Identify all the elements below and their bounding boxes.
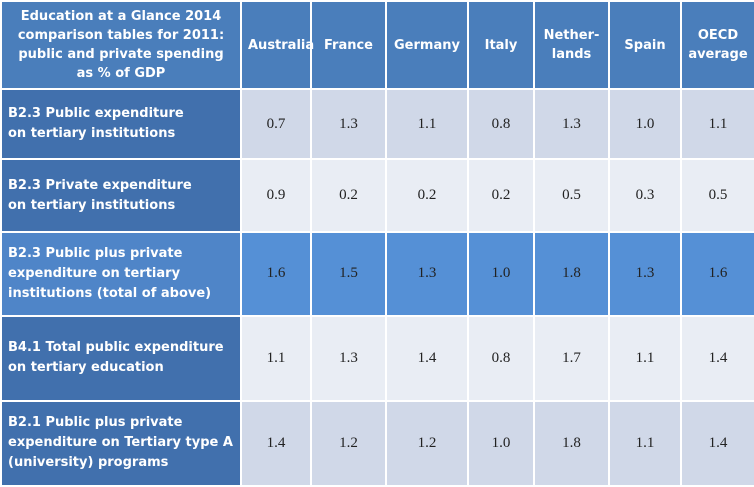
cell-value: 0.8 (467, 87, 535, 161)
table-body: B2.3 Public expenditure on tertiary inst… (0, 87, 754, 487)
cell-value: 1.1 (680, 87, 754, 161)
cell-value: 1.3 (385, 230, 469, 318)
column-header: France (310, 0, 387, 90)
cell-value: 1.4 (240, 399, 312, 487)
cell-value: 1.6 (680, 230, 754, 318)
cell-value: 1.7 (533, 315, 610, 402)
cell-value: 1.3 (608, 230, 682, 318)
cell-value: 1.8 (533, 399, 610, 487)
cell-value: 1.2 (310, 399, 387, 487)
cell-value: 1.0 (608, 87, 682, 161)
cell-value: 1.5 (310, 230, 387, 318)
table-row: B4.1 Total public expenditure on tertiar… (0, 315, 754, 402)
cell-value: 1.3 (533, 87, 610, 161)
cell-value: 0.2 (467, 158, 535, 233)
row-label: B2.3 Public plus private expenditure on … (0, 230, 242, 318)
column-header: Italy (467, 0, 535, 90)
cell-value: 1.4 (385, 315, 469, 402)
cell-value: 0.8 (467, 315, 535, 402)
cell-value: 1.4 (680, 315, 754, 402)
cell-value: 0.2 (310, 158, 387, 233)
cell-value: 1.4 (680, 399, 754, 487)
cell-value: 1.1 (608, 399, 682, 487)
column-header: Australia (240, 0, 314, 90)
table-row: B2.3 Public plus private expenditure on … (0, 230, 754, 318)
column-header: Nether- lands (533, 0, 610, 90)
cell-value: 1.6 (240, 230, 312, 318)
cell-value: 1.1 (608, 315, 682, 402)
table-title: Education at a Glance 2014 comparison ta… (0, 0, 242, 90)
row-label: B4.1 Total public expenditure on tertiar… (0, 315, 242, 402)
cell-value: 1.1 (385, 87, 469, 161)
cell-value: 1.2 (385, 399, 469, 487)
cell-value: 0.5 (533, 158, 610, 233)
cell-value: 0.2 (385, 158, 469, 233)
column-header: Spain (608, 0, 682, 90)
cell-value: 0.7 (240, 87, 312, 161)
cell-value: 1.3 (310, 87, 387, 161)
cell-value: 0.3 (608, 158, 682, 233)
cell-value: 1.8 (533, 230, 610, 318)
column-header: OECD average (680, 0, 754, 90)
row-label: B2.3 Public expenditure on tertiary inst… (0, 87, 242, 161)
cell-value: 0.9 (240, 158, 312, 233)
cell-value: 1.1 (240, 315, 312, 402)
row-label: B2.1 Public plus private expenditure on … (0, 399, 242, 487)
cell-value: 0.5 (680, 158, 754, 233)
column-header: Germany (385, 0, 469, 90)
header-row: Education at a Glance 2014 comparison ta… (0, 0, 754, 90)
cell-value: 1.3 (310, 315, 387, 402)
table-row: B2.3 Public expenditure on tertiary inst… (0, 87, 754, 161)
row-label: B2.3 Private expenditure on tertiary ins… (0, 158, 242, 233)
cell-value: 1.0 (467, 399, 535, 487)
table-row: B2.1 Public plus private expenditure on … (0, 399, 754, 487)
cell-value: 1.0 (467, 230, 535, 318)
table-row: B2.3 Private expenditure on tertiary ins… (0, 158, 754, 233)
